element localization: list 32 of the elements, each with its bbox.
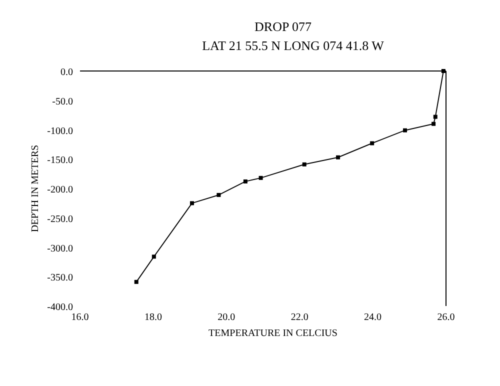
point xyxy=(370,141,374,146)
y-tick-label: -400.0 xyxy=(47,302,73,313)
point xyxy=(258,176,263,180)
x-tick-label: 20.0 xyxy=(218,312,236,323)
point xyxy=(336,155,340,160)
point xyxy=(216,192,221,197)
y-tick-label: -300.0 xyxy=(47,243,73,254)
y-tick-label: 0.0 xyxy=(60,67,73,78)
y-axis-title: DEPTH IN METERS xyxy=(30,144,41,232)
point xyxy=(433,114,438,119)
y-tick-label: -50.0 xyxy=(52,96,73,108)
point xyxy=(441,69,446,73)
point xyxy=(152,254,156,259)
point xyxy=(190,201,194,206)
x-tick-label: 24.0 xyxy=(364,312,382,323)
x-tick-label: 26.0 xyxy=(437,312,455,323)
point xyxy=(134,280,138,284)
x-axis-title: TEMPERATURE IN CELCIUS xyxy=(208,328,338,339)
y-tick-label: -350.0 xyxy=(47,272,73,284)
point xyxy=(432,122,436,126)
point xyxy=(302,162,306,166)
y-tick-label: -100.0 xyxy=(47,126,73,137)
chart-subtitle: LAT 21 55.5 N LONG 074 41.8 W xyxy=(202,38,385,53)
x-tick-label: 18.0 xyxy=(144,312,162,323)
point xyxy=(403,128,408,132)
x-tick-label: 16.0 xyxy=(71,312,89,323)
y-tick-label: -200.0 xyxy=(47,184,73,196)
y-tick-label: -150.0 xyxy=(47,155,73,166)
point xyxy=(243,179,248,184)
chart-title: DROP 077 xyxy=(254,19,312,34)
y-tick-label: -250.0 xyxy=(47,214,73,225)
x-tick-label: 22.0 xyxy=(290,312,308,323)
